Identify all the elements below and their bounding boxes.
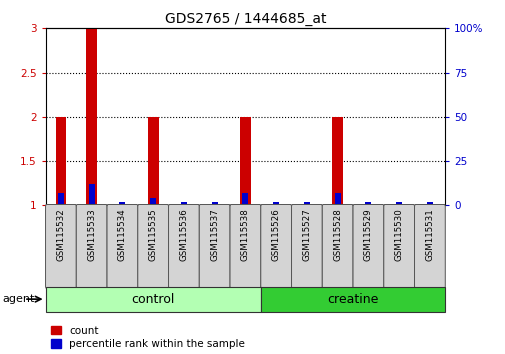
Bar — [303, 202, 310, 205]
Bar — [242, 193, 248, 205]
Text: GSM115535: GSM115535 — [148, 209, 158, 261]
Text: GSM115530: GSM115530 — [394, 209, 403, 261]
FancyBboxPatch shape — [199, 205, 230, 289]
Bar — [45, 287, 260, 312]
FancyBboxPatch shape — [414, 205, 444, 289]
Bar — [260, 287, 444, 312]
Text: GSM115533: GSM115533 — [87, 209, 96, 261]
Bar — [365, 202, 371, 205]
Bar — [150, 198, 156, 205]
Bar — [211, 202, 217, 205]
FancyBboxPatch shape — [137, 205, 168, 289]
Text: GSM115534: GSM115534 — [118, 209, 127, 261]
Bar — [239, 117, 250, 205]
Text: GSM115531: GSM115531 — [425, 209, 434, 261]
Text: GSM115536: GSM115536 — [179, 209, 188, 261]
Text: GSM115532: GSM115532 — [56, 209, 65, 261]
FancyBboxPatch shape — [107, 205, 137, 289]
Text: GSM115538: GSM115538 — [240, 209, 249, 261]
Bar — [119, 202, 125, 205]
Bar — [273, 202, 279, 205]
FancyBboxPatch shape — [352, 205, 383, 289]
Bar — [147, 117, 158, 205]
Text: GSM115529: GSM115529 — [363, 209, 372, 261]
Text: GSM115528: GSM115528 — [332, 209, 341, 261]
FancyBboxPatch shape — [383, 205, 414, 289]
FancyBboxPatch shape — [76, 205, 107, 289]
Text: GSM115537: GSM115537 — [210, 209, 219, 261]
Text: control: control — [131, 293, 175, 306]
Text: agent: agent — [3, 294, 35, 304]
Bar — [426, 202, 432, 205]
FancyBboxPatch shape — [230, 205, 260, 289]
FancyBboxPatch shape — [291, 205, 322, 289]
Bar — [332, 117, 342, 205]
Bar — [180, 202, 187, 205]
Bar — [88, 184, 94, 205]
FancyBboxPatch shape — [45, 205, 76, 289]
FancyBboxPatch shape — [322, 205, 352, 289]
Bar — [334, 193, 340, 205]
Text: creatine: creatine — [327, 293, 378, 306]
Text: GSM115527: GSM115527 — [302, 209, 311, 261]
Bar — [56, 117, 66, 205]
Bar — [86, 28, 97, 205]
Bar — [58, 193, 64, 205]
Legend: count, percentile rank within the sample: count, percentile rank within the sample — [50, 326, 245, 349]
Text: GSM115526: GSM115526 — [271, 209, 280, 261]
FancyBboxPatch shape — [260, 205, 291, 289]
Title: GDS2765 / 1444685_at: GDS2765 / 1444685_at — [164, 12, 326, 26]
FancyBboxPatch shape — [168, 205, 199, 289]
Bar — [395, 202, 401, 205]
